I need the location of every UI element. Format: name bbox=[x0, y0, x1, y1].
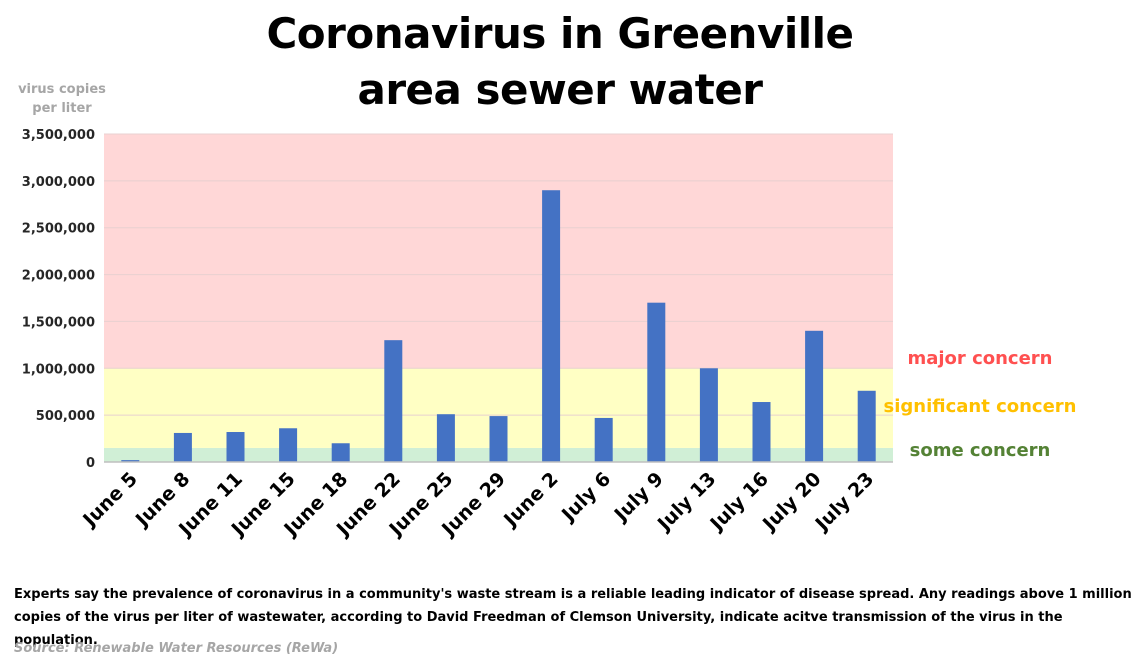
explanatory-note: Experts say the prevalence of coronaviru… bbox=[14, 587, 1132, 648]
bar bbox=[805, 330, 824, 462]
zone-band-2 bbox=[104, 134, 893, 369]
y-axis-label-line1: virus copies bbox=[18, 82, 106, 97]
y-tick-label: 3,000,000 bbox=[22, 175, 95, 190]
y-tick-labels: 0 500,000 1,000,000 1,500,000 2,000,000 2,500… bbox=[22, 128, 95, 471]
bar bbox=[752, 402, 771, 462]
zone-labels: some concern significant concern major con… bbox=[883, 348, 1076, 461]
y-axis-label: virus copies per liter bbox=[12, 80, 112, 118]
bar bbox=[699, 368, 718, 462]
bar bbox=[331, 443, 350, 462]
y-tick-label: 1,500,000 bbox=[22, 315, 95, 330]
bar bbox=[436, 414, 455, 462]
bar bbox=[279, 428, 298, 462]
y-tick-label: 0 bbox=[86, 456, 95, 471]
zone-label-2: major concern bbox=[907, 348, 1052, 369]
bars bbox=[121, 190, 876, 462]
bar bbox=[121, 460, 140, 462]
chart-title-line2: area sewer water bbox=[357, 65, 763, 114]
y-tick-label: 3,500,000 bbox=[22, 128, 95, 143]
chart-title: Coronavirus in Greenville area sewer wat… bbox=[170, 6, 950, 118]
bar bbox=[489, 416, 508, 462]
bar bbox=[647, 302, 666, 462]
zone-label-0: some concern bbox=[910, 440, 1051, 461]
bar bbox=[226, 432, 245, 462]
source-credit: Source: Renewable Water Resources (ReWa) bbox=[14, 641, 339, 656]
y-tick-label: 2,500,000 bbox=[22, 222, 95, 237]
zone-label-1: significant concern bbox=[883, 396, 1076, 417]
x-tick-label: July 6 bbox=[556, 468, 615, 527]
bar bbox=[542, 190, 561, 462]
y-tick-label: 500,000 bbox=[36, 409, 95, 424]
bar bbox=[594, 417, 613, 462]
y-tick-label: 2,000,000 bbox=[22, 269, 95, 284]
bar-chart: 0 500,000 1,000,000 1,500,000 2,000,000 2,500… bbox=[22, 128, 1077, 542]
chart-title-line1: Coronavirus in Greenville bbox=[266, 9, 854, 58]
y-axis-label-line2: per liter bbox=[32, 101, 92, 116]
bar bbox=[173, 432, 192, 462]
concern-zones bbox=[104, 134, 893, 462]
x-tick-label: June 5 bbox=[78, 468, 142, 532]
bar bbox=[857, 390, 876, 462]
bar bbox=[384, 340, 403, 462]
x-tick-label: June 2 bbox=[498, 468, 562, 532]
y-tick-label: 1,000,000 bbox=[22, 362, 95, 377]
